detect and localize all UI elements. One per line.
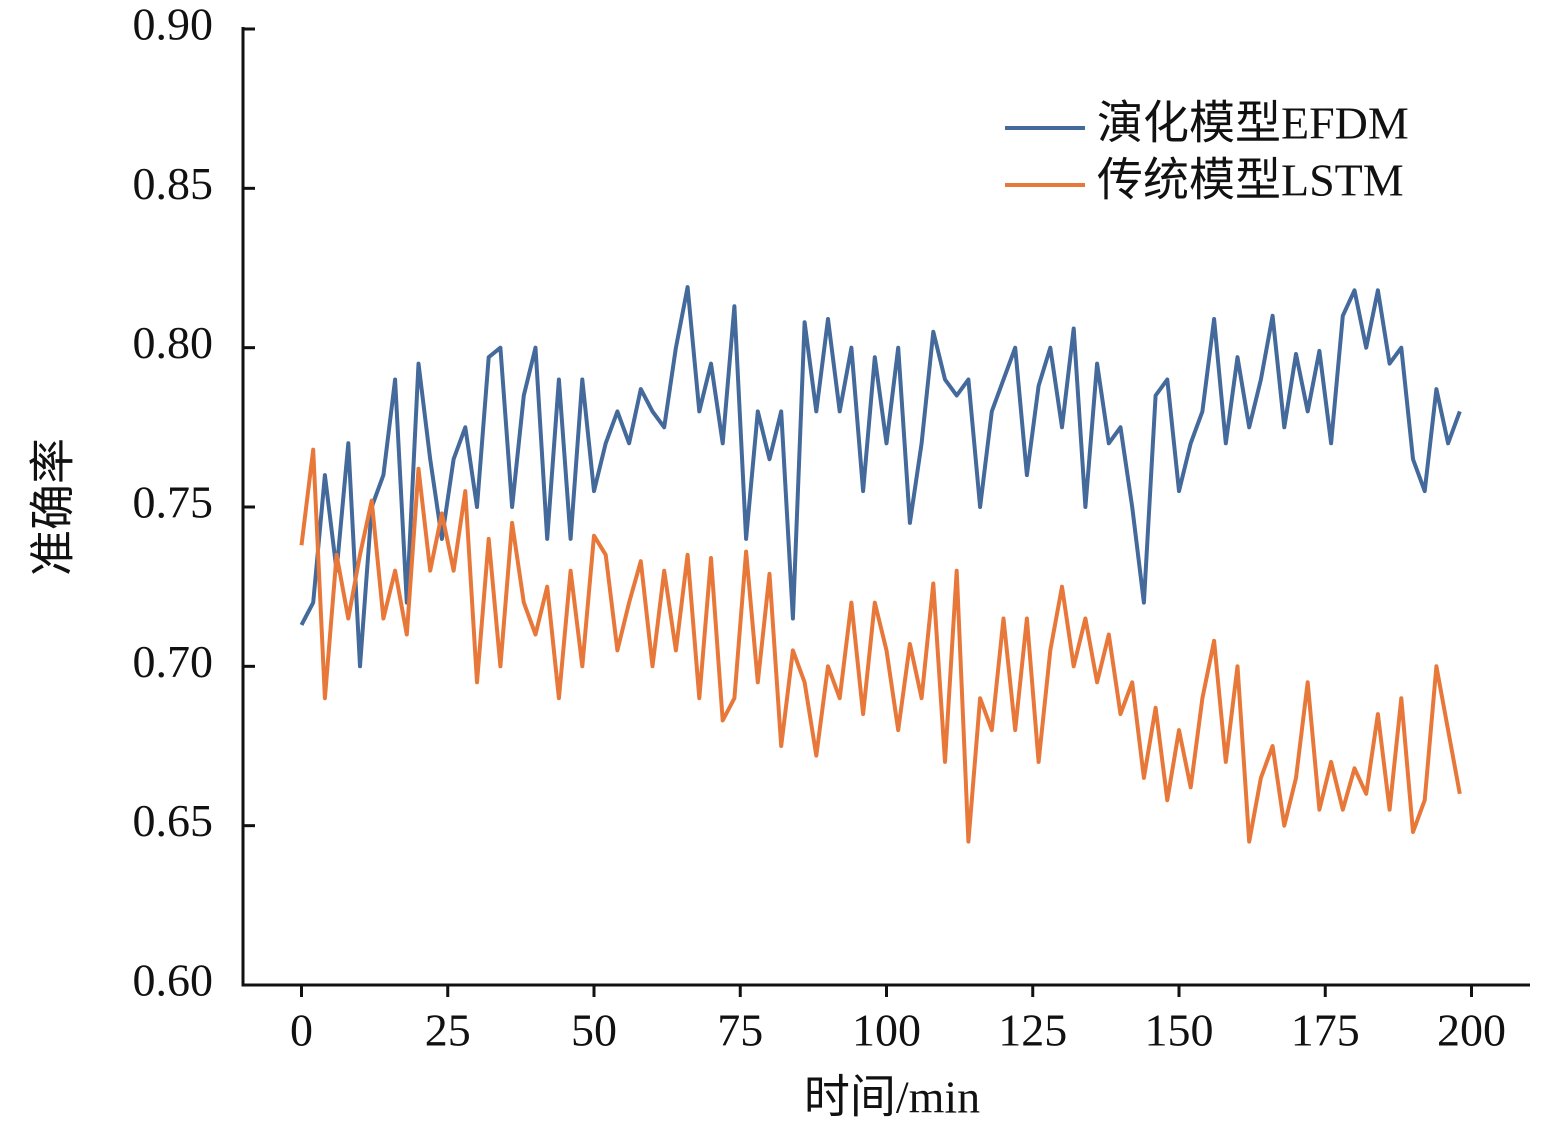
x-tick-label: 50: [571, 1005, 617, 1056]
y-tick-label: 0.80: [133, 317, 214, 368]
y-tick-label: 0.65: [133, 795, 214, 846]
series-line: [299, 285, 1462, 669]
x-tick-label: 150: [1145, 1005, 1214, 1056]
y-tick-label: 0.85: [133, 158, 214, 209]
x-tick-label: 75: [717, 1005, 763, 1056]
y-tick-label: 0.70: [133, 636, 214, 687]
x-tick-label: 175: [1291, 1005, 1360, 1056]
y-tick-label: 0.75: [133, 477, 214, 528]
y-tick-label: 0.90: [133, 0, 214, 50]
legend-label: 传统模型LSTM: [1097, 155, 1404, 206]
x-tick-label: 100: [852, 1005, 921, 1056]
x-tick-label: 125: [998, 1005, 1067, 1056]
x-tick-label: 25: [425, 1005, 471, 1056]
series-line: [299, 447, 1462, 844]
x-tick-label: 0: [290, 1005, 313, 1056]
legend-label: 演化模型EFDM: [1097, 98, 1409, 149]
x-tick-label: 200: [1437, 1005, 1506, 1056]
x-axis-label: 时间/min: [804, 1072, 980, 1123]
y-axis-label: 准确率: [28, 438, 79, 576]
y-tick-label: 0.60: [133, 955, 214, 1006]
